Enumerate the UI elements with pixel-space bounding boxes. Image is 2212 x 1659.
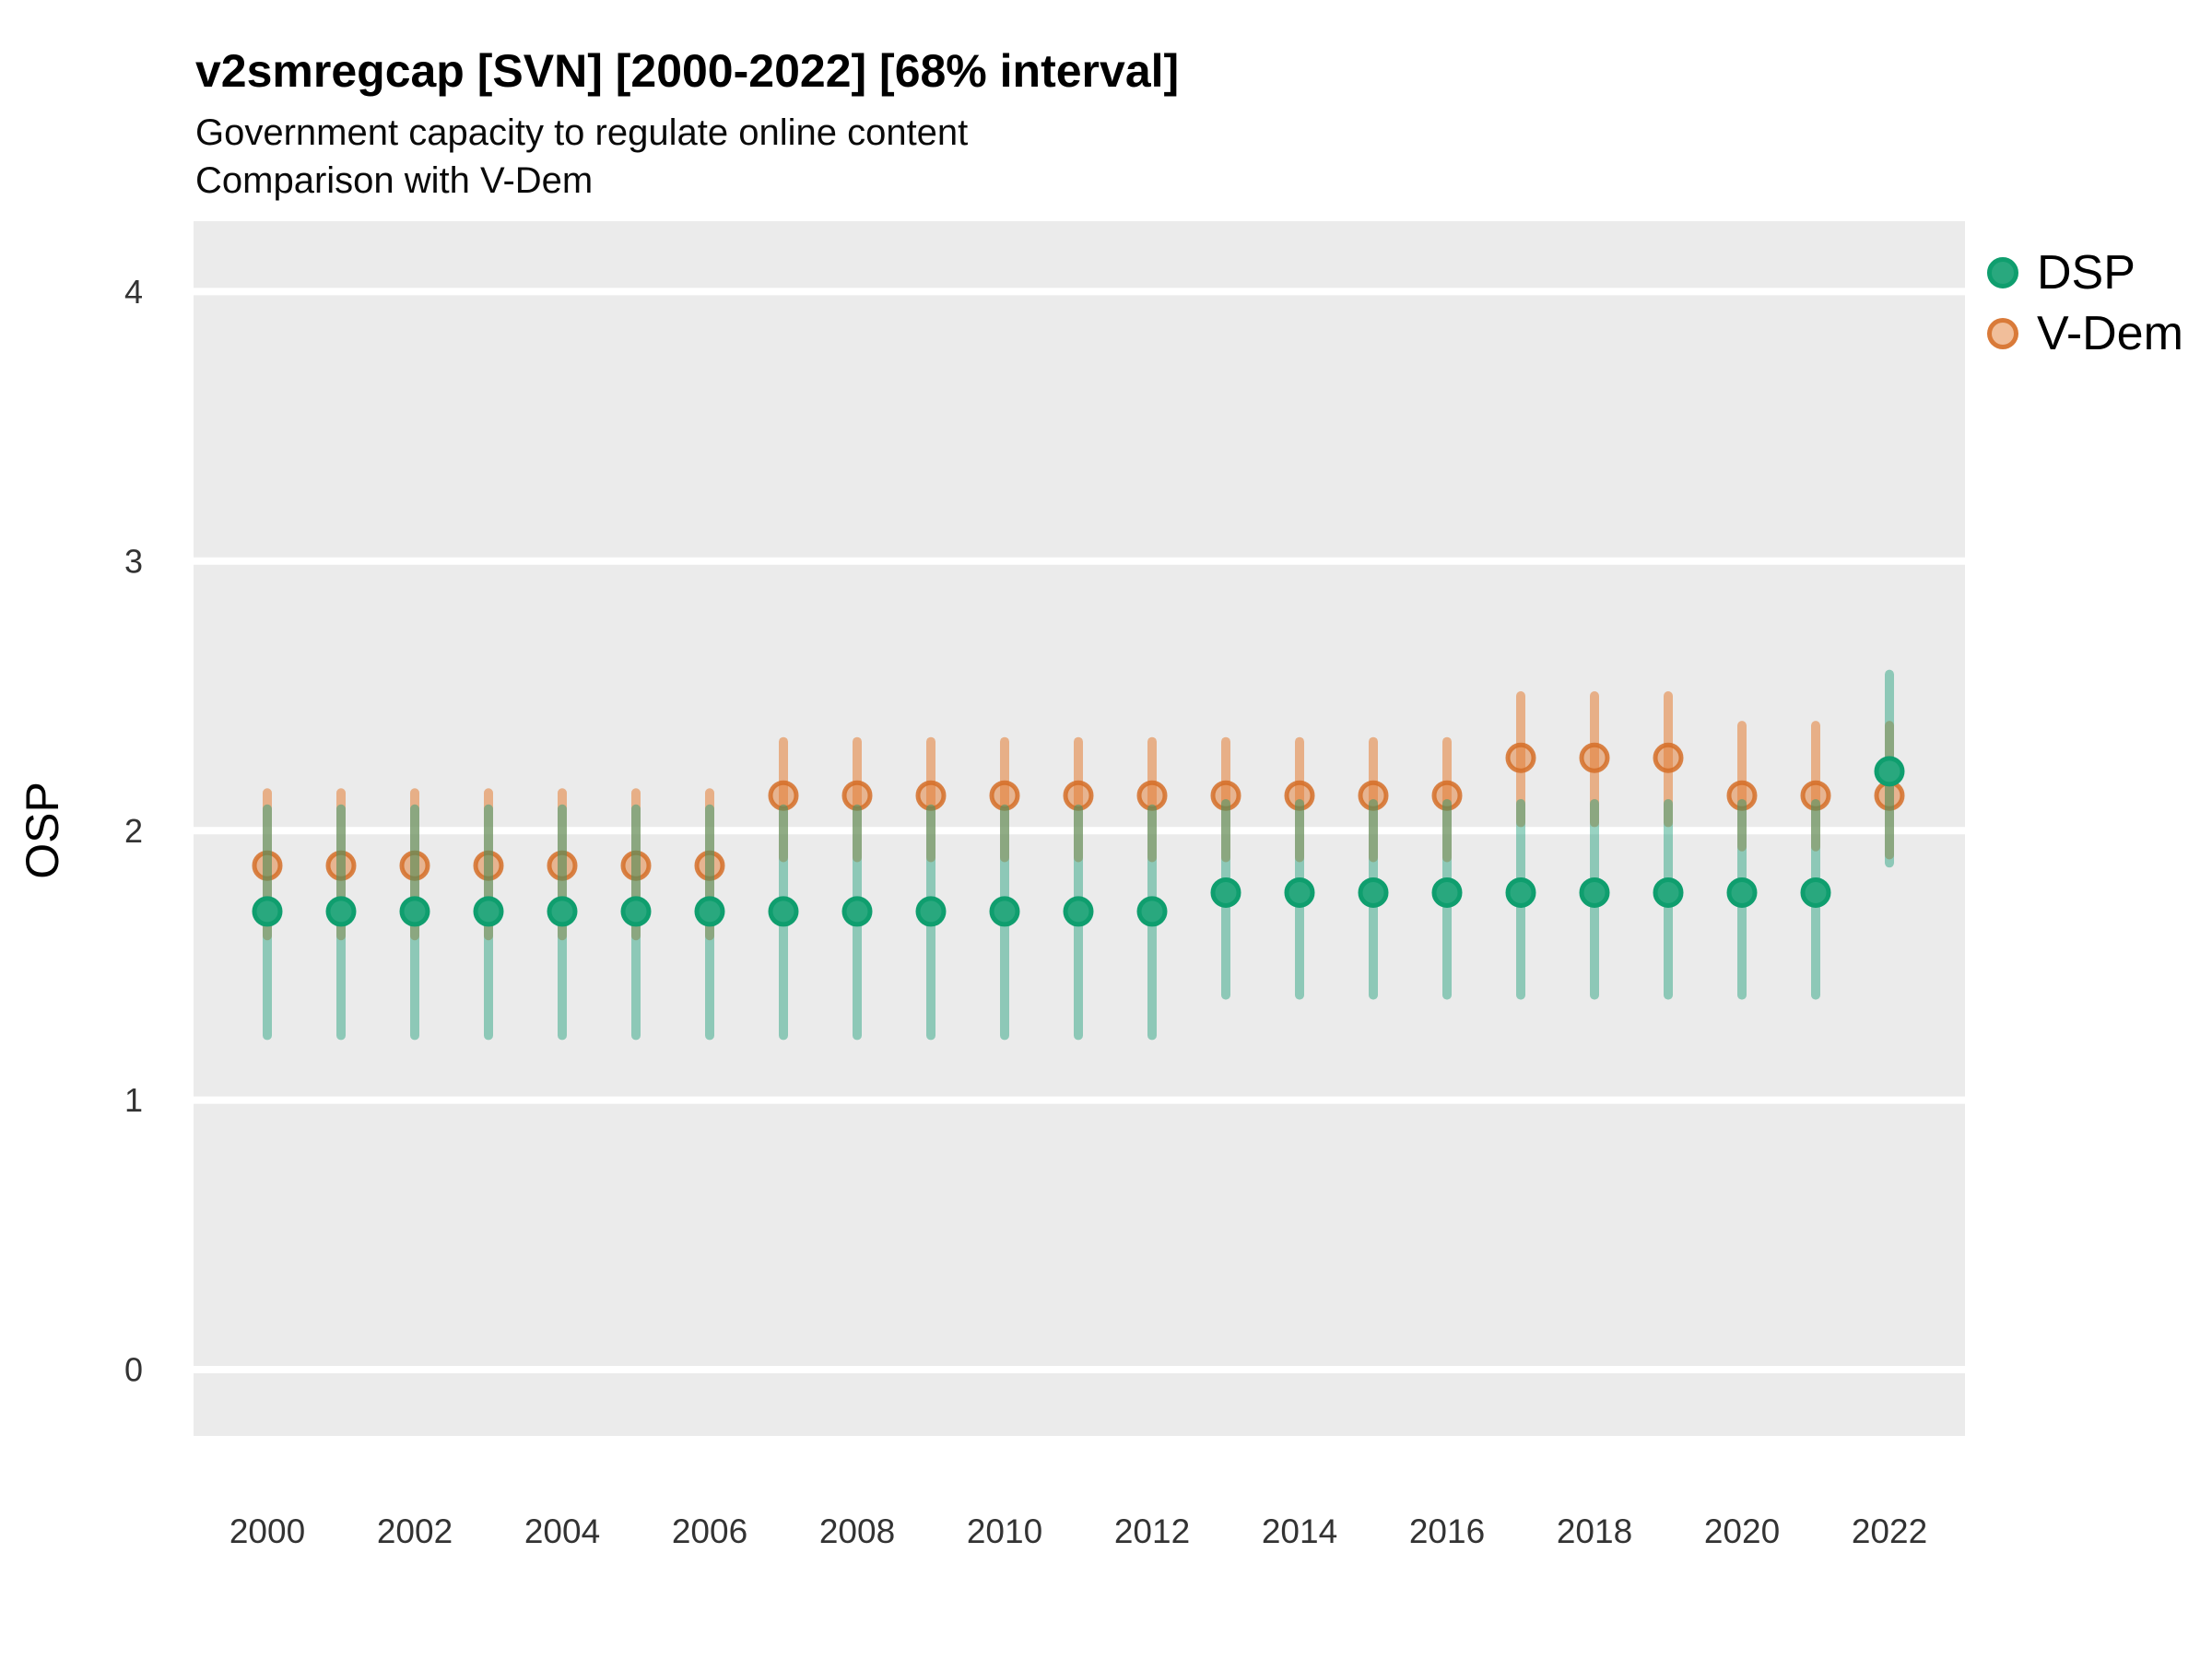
vdem-point: [1210, 780, 1241, 811]
vdem-point: [1431, 780, 1463, 811]
vdem-point: [1136, 780, 1168, 811]
legend-label-dsp: DSP: [2037, 246, 2136, 300]
dsp-point: [989, 896, 1020, 927]
dsp-point: [1063, 896, 1094, 927]
vdem-point: [325, 850, 357, 881]
vdem-point: [1284, 780, 1315, 811]
vdem-point: [399, 850, 430, 881]
dsp-point: [841, 896, 873, 927]
dsp-point: [252, 896, 283, 927]
chart-title: v2smregcap [SVN] [2000-2022] [68% interv…: [195, 45, 1180, 97]
dsp-point: [1726, 877, 1758, 908]
dsp-point: [620, 896, 652, 927]
dsp-legend-marker-icon: [1987, 257, 2018, 288]
x-tick-label: 2010: [967, 1512, 1042, 1550]
dsp-point: [768, 896, 799, 927]
x-tick-label: 2014: [1262, 1512, 1337, 1550]
vdem-point: [473, 850, 504, 881]
y-tick-label: 3: [124, 542, 143, 580]
x-tick-label: 2006: [672, 1512, 747, 1550]
dsp-point: [1210, 877, 1241, 908]
x-tick-label: 2002: [377, 1512, 453, 1550]
y-tick-label: 2: [124, 812, 143, 850]
vdem-point: [1800, 780, 1831, 811]
dsp-point: [1579, 877, 1610, 908]
vdem-point: [694, 850, 725, 881]
x-tick-label: 2016: [1409, 1512, 1485, 1550]
dsp-point: [399, 896, 430, 927]
vdem-point: [989, 780, 1020, 811]
vdem-point: [768, 780, 799, 811]
x-tick-label: 2008: [819, 1512, 895, 1550]
vdem-point: [915, 780, 947, 811]
vdem-point: [1653, 742, 1684, 773]
legend: DSP V-Dem: [1987, 246, 2183, 360]
vdem-point: [1579, 742, 1610, 773]
dsp-point: [1653, 877, 1684, 908]
dsp-point: [1136, 896, 1168, 927]
y-tick-label: 0: [124, 1351, 143, 1389]
legend-label-vdem: V-Dem: [2037, 307, 2183, 360]
dsp-point: [1505, 877, 1536, 908]
x-tick-label: 2022: [1852, 1512, 1927, 1550]
dsp-point: [325, 896, 357, 927]
vdem-legend-marker-icon: [1987, 318, 2018, 349]
dsp-point: [1800, 877, 1831, 908]
dsp-point: [547, 896, 578, 927]
vdem-point: [252, 850, 283, 881]
vdem-point: [1063, 780, 1094, 811]
legend-item-dsp: DSP: [1987, 246, 2183, 300]
x-tick-label: 2000: [229, 1512, 305, 1550]
dsp-point: [1284, 877, 1315, 908]
vdem-point: [1358, 780, 1389, 811]
legend-item-vdem: V-Dem: [1987, 307, 2183, 360]
dsp-point: [1431, 877, 1463, 908]
y-tick-label: 4: [124, 273, 143, 311]
dsp-point: [915, 896, 947, 927]
x-tick-label: 2018: [1557, 1512, 1632, 1550]
dsp-point: [473, 896, 504, 927]
chart-subtitle-line1: Government capacity to regulate online c…: [195, 112, 969, 153]
dsp-point: [694, 896, 725, 927]
chart-subtitle-line2: Comparison with V-Dem: [195, 160, 594, 201]
x-tick-label: 2020: [1704, 1512, 1780, 1550]
x-tick-label: 2004: [524, 1512, 600, 1550]
x-tick-label: 2012: [1114, 1512, 1190, 1550]
vdem-point: [1726, 780, 1758, 811]
dsp-point: [1874, 756, 1905, 787]
y-tick-label: 1: [124, 1081, 143, 1119]
vdem-point: [547, 850, 578, 881]
dsp-point: [1358, 877, 1389, 908]
vdem-point: [620, 850, 652, 881]
vdem-point: [841, 780, 873, 811]
vdem-point: [1505, 742, 1536, 773]
